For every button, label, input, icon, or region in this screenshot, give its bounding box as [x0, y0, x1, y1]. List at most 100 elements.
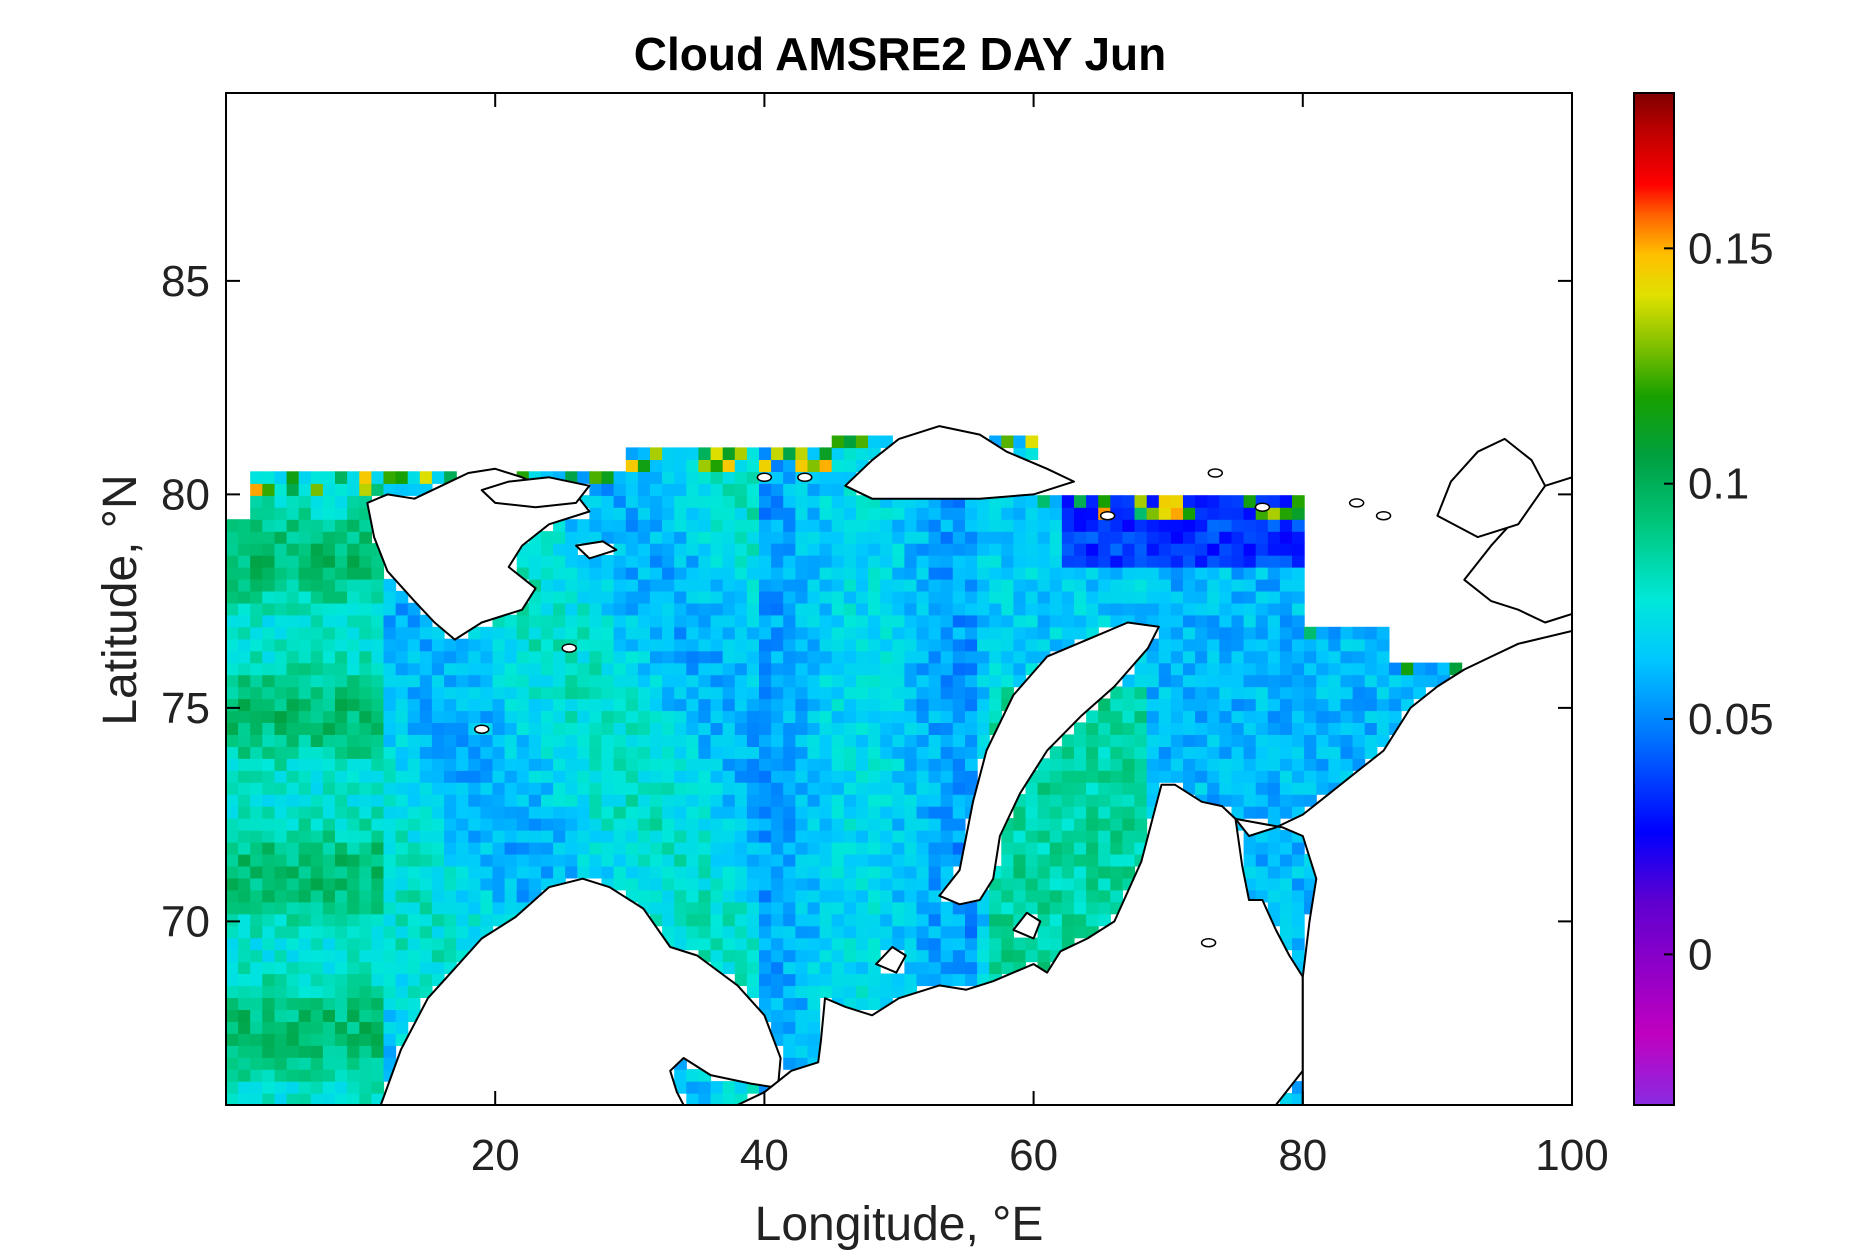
heatmap-cell — [456, 853, 469, 867]
heatmap-cell — [795, 590, 809, 604]
heatmap-cell — [843, 555, 857, 568]
heatmap-cell — [347, 495, 360, 508]
heatmap-cell — [1061, 614, 1075, 628]
heatmap-cell — [1049, 567, 1063, 580]
heatmap-cell — [250, 889, 263, 903]
heatmap-cell — [492, 746, 506, 759]
heatmap-cell — [589, 698, 603, 712]
heatmap-cell — [771, 495, 784, 508]
heatmap-cell — [541, 865, 554, 879]
heatmap-cell — [262, 734, 275, 747]
heatmap-cell — [541, 674, 554, 688]
heatmap-cell — [1134, 543, 1148, 556]
heatmap-cell — [1049, 853, 1063, 867]
heatmap-cell — [710, 782, 724, 795]
heatmap-cell — [274, 853, 288, 867]
heatmap-cell — [928, 698, 942, 712]
heatmap-cell — [916, 746, 930, 759]
heatmap-cell — [650, 853, 663, 867]
heatmap-cell — [940, 818, 954, 831]
heatmap-cell — [431, 638, 445, 652]
heatmap-cell — [1025, 853, 1039, 867]
heatmap-cell — [589, 519, 603, 532]
heatmap-cell — [601, 698, 615, 712]
heatmap-cell — [855, 555, 869, 568]
heatmap-cell — [795, 674, 809, 688]
heatmap-cell — [262, 519, 275, 532]
heatmap-cell — [795, 459, 809, 472]
heatmap-cell — [1086, 614, 1099, 628]
heatmap-cell — [662, 698, 675, 712]
heatmap-cell — [528, 543, 542, 556]
heatmap-cell — [1316, 626, 1329, 640]
heatmap-cell — [1292, 734, 1305, 747]
heatmap-cell — [1279, 650, 1293, 664]
heatmap-cell — [347, 626, 360, 640]
heatmap-cell — [1231, 662, 1245, 676]
heatmap-cell — [1086, 913, 1099, 927]
heatmap-cell — [565, 842, 578, 855]
heatmap-cell — [892, 602, 905, 616]
heatmap-cell — [1231, 543, 1245, 556]
heatmap-cell — [686, 818, 699, 831]
heatmap-cell — [1013, 650, 1027, 664]
heatmap-cell — [650, 531, 663, 544]
heatmap-cell — [1340, 674, 1354, 688]
heatmap-cell — [419, 650, 433, 664]
heatmap-cell — [528, 555, 542, 568]
heatmap-cell — [468, 865, 481, 879]
heatmap-cell — [1049, 925, 1063, 939]
small-island-outline — [756, 472, 773, 483]
heatmap-cell — [1158, 710, 1172, 723]
heatmap-cell — [831, 650, 845, 664]
heatmap-cell — [419, 686, 433, 700]
heatmap-cell — [1158, 770, 1172, 783]
heatmap-cell — [1243, 770, 1257, 783]
heatmap-cell — [492, 650, 506, 664]
heatmap-cell — [1086, 901, 1099, 915]
heatmap-cell — [855, 985, 869, 998]
heatmap-cell — [1328, 674, 1342, 688]
heatmap-cell — [1170, 507, 1184, 520]
heatmap-cell — [456, 674, 469, 688]
heatmap-cell — [1170, 567, 1184, 580]
heatmap-cell — [528, 734, 542, 747]
heatmap-cell — [807, 555, 821, 568]
heatmap-cell — [1025, 447, 1039, 460]
heatmap-cell — [928, 770, 942, 783]
heatmap-cell — [771, 483, 784, 496]
heatmap-cell — [940, 710, 954, 723]
heatmap-cell — [674, 459, 687, 472]
heatmap-cell — [577, 555, 590, 568]
heatmap-cell — [989, 638, 1002, 652]
heatmap-cell — [625, 806, 639, 819]
heatmap-cell — [965, 686, 978, 700]
heatmap-cell — [650, 734, 663, 747]
heatmap-cell — [771, 865, 784, 879]
heatmap-cell — [528, 722, 542, 735]
heatmap-cell — [1388, 686, 1402, 700]
heatmap-cell — [274, 794, 288, 807]
heatmap-cell — [625, 722, 639, 735]
heatmap-cell — [868, 985, 881, 998]
heatmap-cell — [565, 794, 578, 807]
heatmap-cell — [1292, 1093, 1305, 1105]
heatmap-cell — [383, 686, 397, 700]
heatmap-cell — [662, 483, 675, 496]
heatmap-cell — [759, 519, 772, 532]
heatmap-cell — [298, 1009, 312, 1022]
y-tick-label: 75 — [161, 684, 210, 733]
heatmap-cell — [795, 1045, 809, 1058]
heatmap-cell — [347, 770, 360, 783]
x-tick-label: 80 — [1278, 1131, 1327, 1180]
heatmap-cell — [528, 626, 542, 640]
heatmap-cell — [843, 853, 857, 867]
heatmap-cell — [674, 901, 687, 915]
heatmap-cell — [1146, 567, 1160, 580]
heatmap-cell — [359, 602, 372, 616]
heatmap-cell — [771, 543, 784, 556]
heatmap-cell — [892, 555, 905, 568]
heatmap-cell — [1001, 435, 1014, 449]
heatmap-cell — [322, 734, 336, 747]
heatmap-cell — [783, 997, 796, 1010]
